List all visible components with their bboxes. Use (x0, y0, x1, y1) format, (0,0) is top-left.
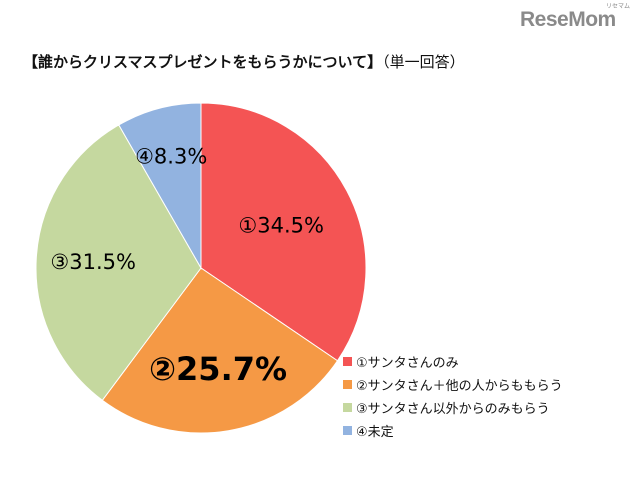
legend-item-undecided: ④未定 (343, 419, 563, 442)
legend-label: ③サンタさん以外からのみもらう (356, 402, 550, 417)
logo-text: ReseMom (520, 8, 616, 31)
legend-swatch (343, 426, 352, 435)
legend-item-santa-only: ①サンタさんのみ (343, 350, 563, 373)
chart-title-note: （単一回答） (382, 53, 465, 71)
legend-swatch (343, 357, 352, 366)
slice-label-others-only: ③31.5% (50, 250, 136, 274)
legend-label: ④未定 (356, 425, 394, 440)
slice-label-undecided: ④8.3% (135, 144, 207, 168)
resemom-logo: リセマム ReseMom (520, 3, 632, 36)
pie-slice-undecided (118, 102, 202, 270)
pie-slice-santa-only (200, 102, 367, 362)
chart-title-main: 【誰からクリスマスプレゼントをもらうかについて】 (23, 53, 383, 71)
chart-title: 【誰からクリスマスプレゼントをもらうかについて】（単一回答） (23, 51, 465, 72)
legend-item-santa-and-others: ②サンタさん＋他の人からももらう (343, 373, 563, 396)
slice-label-santa-only: ①34.5% (238, 214, 324, 238)
pie-slice-santa-and-others (101, 267, 339, 434)
chart-legend: ①サンタさんのみ ②サンタさん＋他の人からももらう ③サンタさん以外からのみもらう ④… (343, 350, 563, 442)
legend-label: ①サンタさんのみ (356, 356, 459, 371)
legend-swatch (343, 380, 352, 389)
legend-label: ②サンタさん＋他の人からももらう (356, 379, 563, 394)
logo-subtext: リセマム (605, 3, 630, 10)
pie-slice-others-only (35, 124, 202, 401)
slice-label-santa-and-others: ②25.7% (149, 350, 287, 388)
legend-swatch (343, 403, 352, 412)
legend-item-others-only: ③サンタさん以外からのみもらう (343, 396, 563, 419)
